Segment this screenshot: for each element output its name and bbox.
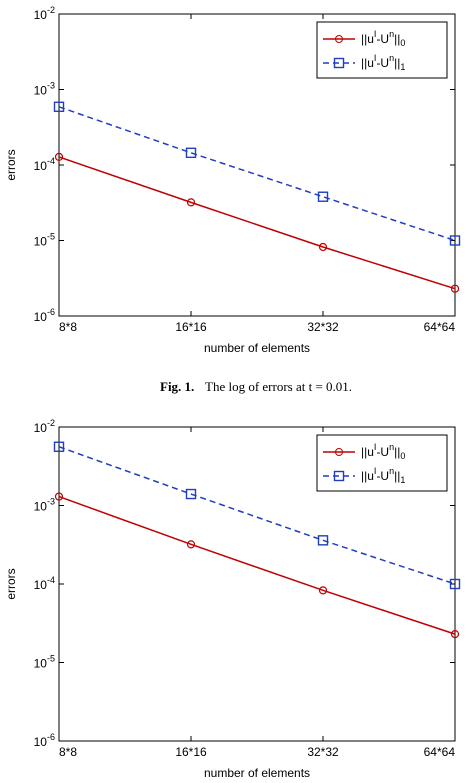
series-line bbox=[58, 156, 456, 290]
series-line bbox=[58, 106, 456, 242]
y-tick-label: 10-4​ bbox=[34, 156, 55, 173]
x-tick-label: 16*16 bbox=[175, 320, 207, 334]
x-tick-label: 64*64 bbox=[424, 320, 456, 334]
marker bbox=[185, 147, 197, 159]
legend-marker bbox=[335, 35, 343, 43]
legend-marker bbox=[335, 448, 343, 456]
legend-box bbox=[316, 21, 448, 79]
legend-label: ||uI​-Un​||1​ bbox=[361, 466, 405, 485]
x-tick-label: 8*8 bbox=[59, 745, 77, 759]
legend-marker bbox=[333, 470, 345, 482]
caption-text: The log of errors at t = 0.01. bbox=[205, 379, 352, 394]
y-tick-label: 10-5​ bbox=[34, 232, 55, 249]
y-tick-label: 10-6​ bbox=[34, 732, 55, 749]
x-tick-label: 64*64 bbox=[424, 745, 456, 759]
y-tick-label: 10-3​ bbox=[34, 497, 55, 514]
y-tick-label: 10-4​ bbox=[34, 575, 55, 592]
marker bbox=[450, 630, 460, 639]
marker bbox=[54, 492, 64, 501]
marker bbox=[185, 488, 197, 500]
x-tick-label: 32*32 bbox=[307, 320, 339, 334]
x-axis-label: number of elements bbox=[204, 341, 310, 355]
series-line bbox=[58, 446, 456, 585]
legend-label: ||uI​-Un​||0​ bbox=[361, 29, 405, 48]
legend-box bbox=[316, 434, 448, 492]
y-tick-label: 10-2​ bbox=[34, 418, 55, 435]
x-tick-label: 16*16 bbox=[175, 745, 207, 759]
marker bbox=[450, 284, 460, 293]
marker bbox=[449, 235, 461, 246]
marker bbox=[318, 242, 328, 252]
marker bbox=[317, 191, 329, 202]
marker bbox=[186, 540, 196, 549]
legend-marker bbox=[333, 57, 345, 69]
marker bbox=[318, 586, 328, 595]
caption-label: Fig. 1. bbox=[160, 379, 194, 394]
y-axis-label: errors bbox=[4, 149, 18, 180]
marker bbox=[449, 578, 461, 590]
x-tick-label: 32*32 bbox=[307, 745, 339, 759]
series-line bbox=[58, 495, 456, 635]
x-tick-label: 8*8 bbox=[59, 320, 77, 334]
y-tick-label: 10-6​ bbox=[34, 307, 55, 324]
x-axis-label: number of elements bbox=[204, 766, 310, 780]
y-axis-label: errors bbox=[4, 568, 18, 599]
legend-label: ||uI​-Un​||1​ bbox=[361, 53, 405, 72]
marker bbox=[53, 101, 65, 113]
y-tick-label: 10-2​ bbox=[34, 5, 55, 22]
marker bbox=[53, 441, 65, 452]
legend-label: ||uI​-Un​||0​ bbox=[361, 442, 405, 461]
marker bbox=[186, 198, 196, 207]
marker bbox=[317, 535, 329, 546]
y-tick-label: 10-3​ bbox=[34, 81, 55, 98]
y-tick-label: 10-5​ bbox=[34, 654, 55, 671]
marker bbox=[54, 152, 64, 162]
